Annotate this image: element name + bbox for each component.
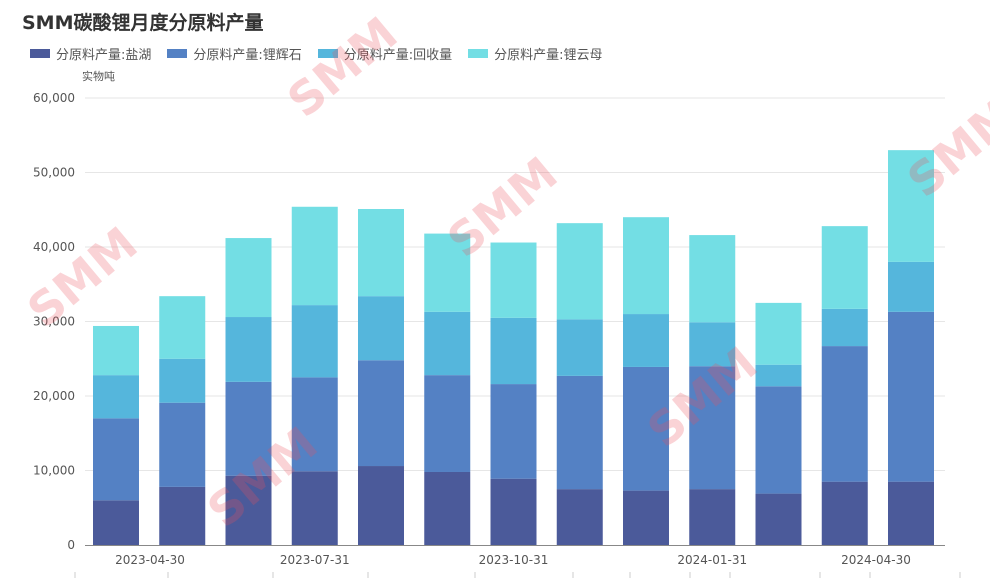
x-tick-label: 2023-10-31 [479,553,549,567]
bar-segment [159,296,206,359]
bar-segment [358,209,404,297]
x-tick-label: 2024-01-31 [677,553,747,567]
legend-swatch [468,49,489,58]
y-tick-label: 10,000 [33,464,75,478]
bar-segment [490,384,537,479]
bar-segment [291,377,338,472]
bar-segment [424,311,471,376]
y-axis-unit: 实物吨 [82,70,115,83]
bar-segment [623,314,669,367]
chart-title: SMM碳酸锂月度分原料产量 [22,12,264,34]
bar-segment [358,296,404,361]
bar-segment [159,486,206,545]
legend-item[interactable]: 分原料产量:盐湖 [30,44,151,63]
bar-segment [755,386,802,494]
bar-segment [159,402,206,487]
bar-segment [689,322,736,367]
bar-segment [225,238,272,318]
bar-segment [888,261,934,312]
bar-segment [225,317,272,382]
bar-segment [888,481,934,545]
bar-segment [556,489,603,545]
bar-segment [490,317,537,385]
legend-item[interactable]: 分原料产量:锂辉石 [167,44,302,63]
bar-segment [556,375,603,490]
legend-swatch [167,49,188,58]
bar-segment [689,366,736,490]
bar-segment [291,305,338,378]
legend-item[interactable]: 分原料产量:回收量 [317,44,453,63]
bar-segment [556,223,603,320]
bar-segment [689,489,736,545]
legend-swatch [30,49,50,58]
bar-segment [623,366,669,491]
x-tick-label: 2023-07-31 [280,553,350,567]
bar-segment [358,360,404,467]
bar-segment [623,217,669,315]
bar-segment [93,418,139,501]
bar-segment [755,364,802,387]
bar-segment [424,471,471,545]
legend-label: 分原料产量:盐湖 [56,48,152,63]
y-tick-label: 30,000 [33,315,75,329]
bar-segment [623,490,669,545]
bar-segment [888,311,934,482]
legend-label: 分原料产量:锂辉石 [193,48,302,63]
bar-segment [888,150,934,262]
y-tick-label: 40,000 [33,240,75,254]
legend: 分原料产量:盐湖 分原料产量:锂辉石 分原料产量:回收量 分原料产量:锂云母 [30,44,603,63]
bar-segment [755,493,802,545]
bar-segment [225,475,272,545]
bar-segment [821,481,868,545]
y-tick-label: 0 [67,538,75,552]
bar-segment [291,206,338,306]
bar-segment [93,375,139,419]
bar-segment [93,500,139,545]
bar-segment [821,346,868,482]
bar-segment [424,375,471,472]
bar-segment [225,381,272,476]
y-tick-label: 60,000 [33,91,75,105]
bar-segment [291,471,338,545]
legend-label: 分原料产量:锂云母 [494,48,603,63]
legend-label: 分原料产量:回收量 [343,48,453,63]
bar-segment [358,466,404,545]
bar-segment [159,358,206,403]
bar-segment [424,233,471,312]
bar-segment [689,235,736,323]
bar-segment [821,308,868,347]
x-tick-label: 2024-04-30 [841,553,911,567]
x-tick-label: 2023-04-30 [115,553,185,567]
y-tick-label: 20,000 [33,389,75,403]
legend-item[interactable]: 分原料产量:锂云母 [468,44,603,63]
bar-segment [490,242,537,318]
bar-segment [755,302,802,365]
bar-segment [556,319,603,376]
bar-segment [821,226,868,309]
bar-segment [93,325,139,376]
y-tick-label: 50,000 [33,166,75,180]
bar-segment [490,478,537,545]
legend-swatch [317,49,338,58]
